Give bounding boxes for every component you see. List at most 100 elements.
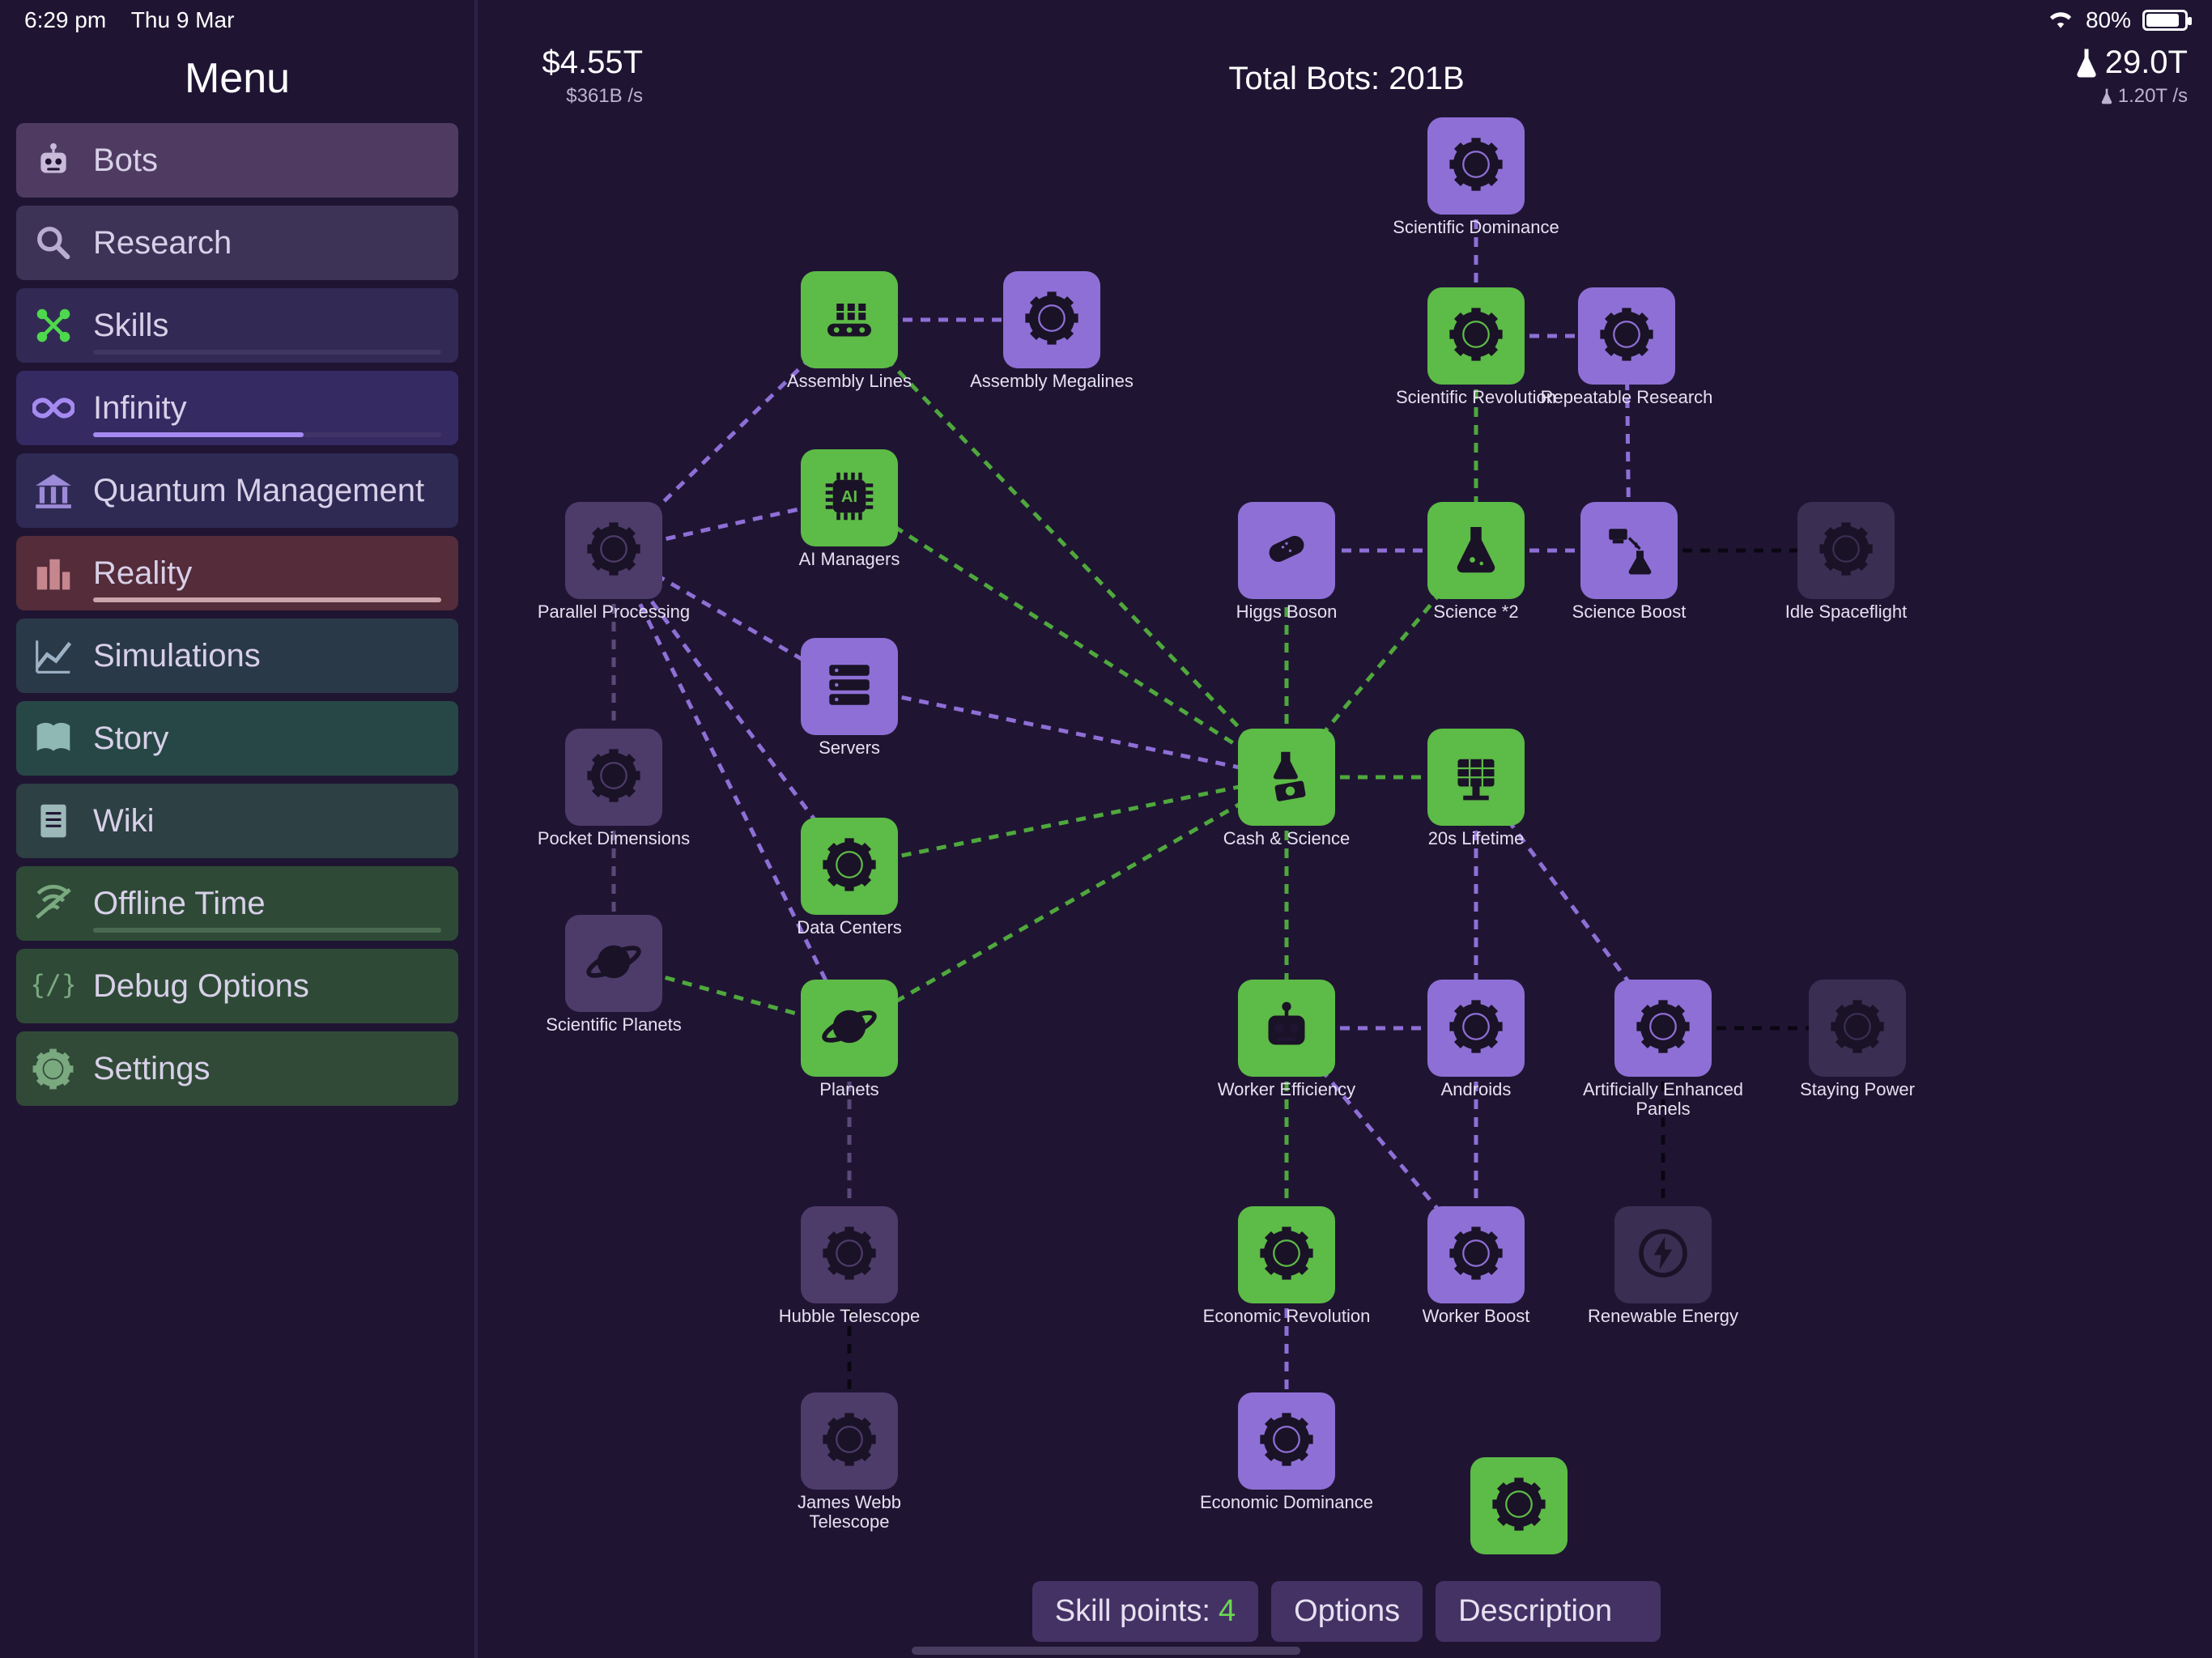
skill-node-assembly-lines[interactable] <box>801 271 898 368</box>
gear-icon <box>1447 1224 1505 1286</box>
bolt-icon <box>1634 1224 1692 1286</box>
debug-icon: {/} <box>31 964 75 1009</box>
scrollbar-thumb[interactable] <box>912 1647 1300 1655</box>
sidebar-item-label: Bots <box>93 142 158 179</box>
sidebar-item-skills[interactable]: Skills <box>16 288 458 363</box>
skill-node-label: Repeatable Research <box>1538 388 1716 407</box>
sidebar-item-offline[interactable]: Offline Time <box>16 866 458 941</box>
sidebar-item-simulations[interactable]: Simulations <box>16 619 458 693</box>
sidebar-item-reality[interactable]: Reality <box>16 536 458 610</box>
skill-node-james-webb[interactable] <box>801 1392 898 1490</box>
skill-node-label: Pocket Dimensions <box>525 829 703 848</box>
skill-node-label: Scientific Planets <box>525 1015 703 1035</box>
sidebar-item-label: Reality <box>93 555 192 592</box>
skill-points-value: 4 <box>1219 1594 1236 1629</box>
menu-list: Bots Research Skills Infinity Quantum Manage… <box>0 123 474 1106</box>
skill-node-label: Worker Boost <box>1387 1307 1565 1326</box>
skill-node-label: Hubble Telescope <box>760 1307 938 1326</box>
skill-node-economic-revolution[interactable] <box>1238 1206 1335 1303</box>
skill-node-20s-lifetime[interactable] <box>1427 729 1525 826</box>
svg-text:AI: AI <box>841 487 857 505</box>
infinity-icon <box>31 386 75 431</box>
bot-icon <box>1257 997 1316 1060</box>
sidebar-item-label: Wiki <box>93 803 155 840</box>
gear-icon <box>1257 1410 1316 1473</box>
settings-icon <box>31 1047 75 1091</box>
skill-node-data-centers[interactable] <box>801 818 898 915</box>
gear-icon <box>1447 305 1505 368</box>
skill-node-servers[interactable] <box>801 638 898 735</box>
skill-node-staying-power[interactable] <box>1809 980 1906 1077</box>
skill-node-renewable-energy[interactable] <box>1614 1206 1712 1303</box>
skill-node-economic-dominance[interactable] <box>1238 1392 1335 1490</box>
solar-icon <box>1447 746 1505 809</box>
skill-node-scientific-dominance[interactable] <box>1427 117 1525 215</box>
skill-node-label: Assembly Megalines <box>963 372 1141 391</box>
skill-node-repeatable-research[interactable] <box>1578 287 1675 385</box>
skill-node-scientific-planets[interactable] <box>565 915 662 1012</box>
gear-icon <box>820 1410 878 1473</box>
sidebar-item-debug[interactable]: {/} Debug Options <box>16 949 458 1023</box>
skill-node-worker-boost[interactable] <box>1427 1206 1525 1303</box>
reality-icon <box>31 551 75 596</box>
skill-node-corner[interactable] <box>1470 1457 1568 1554</box>
skill-points-pill[interactable]: Skill points: 4 <box>1032 1581 1258 1642</box>
chip-icon: AI <box>820 467 878 529</box>
skill-node-label: Economic Dominance <box>1197 1493 1376 1512</box>
flask-icon <box>1447 520 1505 582</box>
skill-node-science-boost[interactable] <box>1580 502 1678 599</box>
skill-node-science-x2[interactable] <box>1427 502 1525 599</box>
menu-title: Menu <box>0 54 474 103</box>
conveyor-icon <box>820 289 878 351</box>
skill-node-androids[interactable] <box>1427 980 1525 1077</box>
skill-node-planets[interactable] <box>801 980 898 1077</box>
skill-node-label: Science Boost <box>1540 602 1718 622</box>
simulations-icon <box>31 634 75 678</box>
skill-node-assembly-megalines[interactable] <box>1003 271 1100 368</box>
skill-node-label: Economic Revolution <box>1197 1307 1376 1326</box>
gear-icon <box>1634 997 1692 1060</box>
offline-icon <box>31 882 75 926</box>
sidebar-item-label: Research <box>93 225 232 261</box>
sidebar-item-settings[interactable]: Settings <box>16 1031 458 1106</box>
skill-node-label: Artificially Enhanced Panels <box>1574 1080 1752 1119</box>
sidebar-item-label: Offline Time <box>93 886 266 922</box>
skill-node-pocket-dimensions[interactable] <box>565 729 662 826</box>
description-button[interactable]: Description <box>1436 1581 1661 1642</box>
sidebar-item-label: Story <box>93 721 168 757</box>
story-icon <box>31 716 75 761</box>
skill-node-label: Staying Power <box>1768 1080 1946 1099</box>
skill-points-label: Skill points: <box>1055 1594 1210 1629</box>
skill-node-label: Data Centers <box>760 918 938 937</box>
skill-node-idle-spaceflight[interactable] <box>1797 502 1895 599</box>
skill-tree-canvas[interactable]: $4.55T $361B /s Total Bots: 201B 29.0T 1… <box>481 0 2212 1658</box>
sidebar-item-story[interactable]: Story <box>16 701 458 776</box>
skill-node-label: Higgs Boson <box>1197 602 1376 622</box>
server-icon <box>820 656 878 718</box>
scienceboost-icon <box>1600 520 1658 582</box>
skill-node-parallel-processing[interactable] <box>565 502 662 599</box>
sidebar-item-label: Debug Options <box>93 968 309 1005</box>
skill-node-label: Androids <box>1387 1080 1565 1099</box>
skill-node-label: Science *2 <box>1387 602 1565 622</box>
skill-node-cash-science[interactable] <box>1238 729 1335 826</box>
skill-node-ai-managers[interactable]: AI <box>801 449 898 546</box>
quantum-icon <box>31 469 75 513</box>
sidebar: Menu Bots Research Skills Infinity Quantum M… <box>0 0 478 1658</box>
options-button[interactable]: Options <box>1271 1581 1423 1642</box>
skill-node-higgs-boson[interactable] <box>1238 502 1335 599</box>
sidebar-item-quantum[interactable]: Quantum Management <box>16 453 458 528</box>
sidebar-item-research[interactable]: Research <box>16 206 458 280</box>
sidebar-item-label: Skills <box>93 308 168 344</box>
sidebar-item-infinity[interactable]: Infinity <box>16 371 458 445</box>
gear-icon <box>1490 1475 1548 1537</box>
gear-icon <box>585 520 643 582</box>
sidebar-item-bots[interactable]: Bots <box>16 123 458 198</box>
skills-icon <box>31 304 75 348</box>
sidebar-item-wiki[interactable]: Wiki <box>16 784 458 858</box>
skill-node-worker-efficiency[interactable] <box>1238 980 1335 1077</box>
skill-node-label: Assembly Lines <box>760 372 938 391</box>
skill-node-scientific-revolution[interactable] <box>1427 287 1525 385</box>
skill-node-enhanced-panels[interactable] <box>1614 980 1712 1077</box>
skill-node-hubble[interactable] <box>801 1206 898 1303</box>
